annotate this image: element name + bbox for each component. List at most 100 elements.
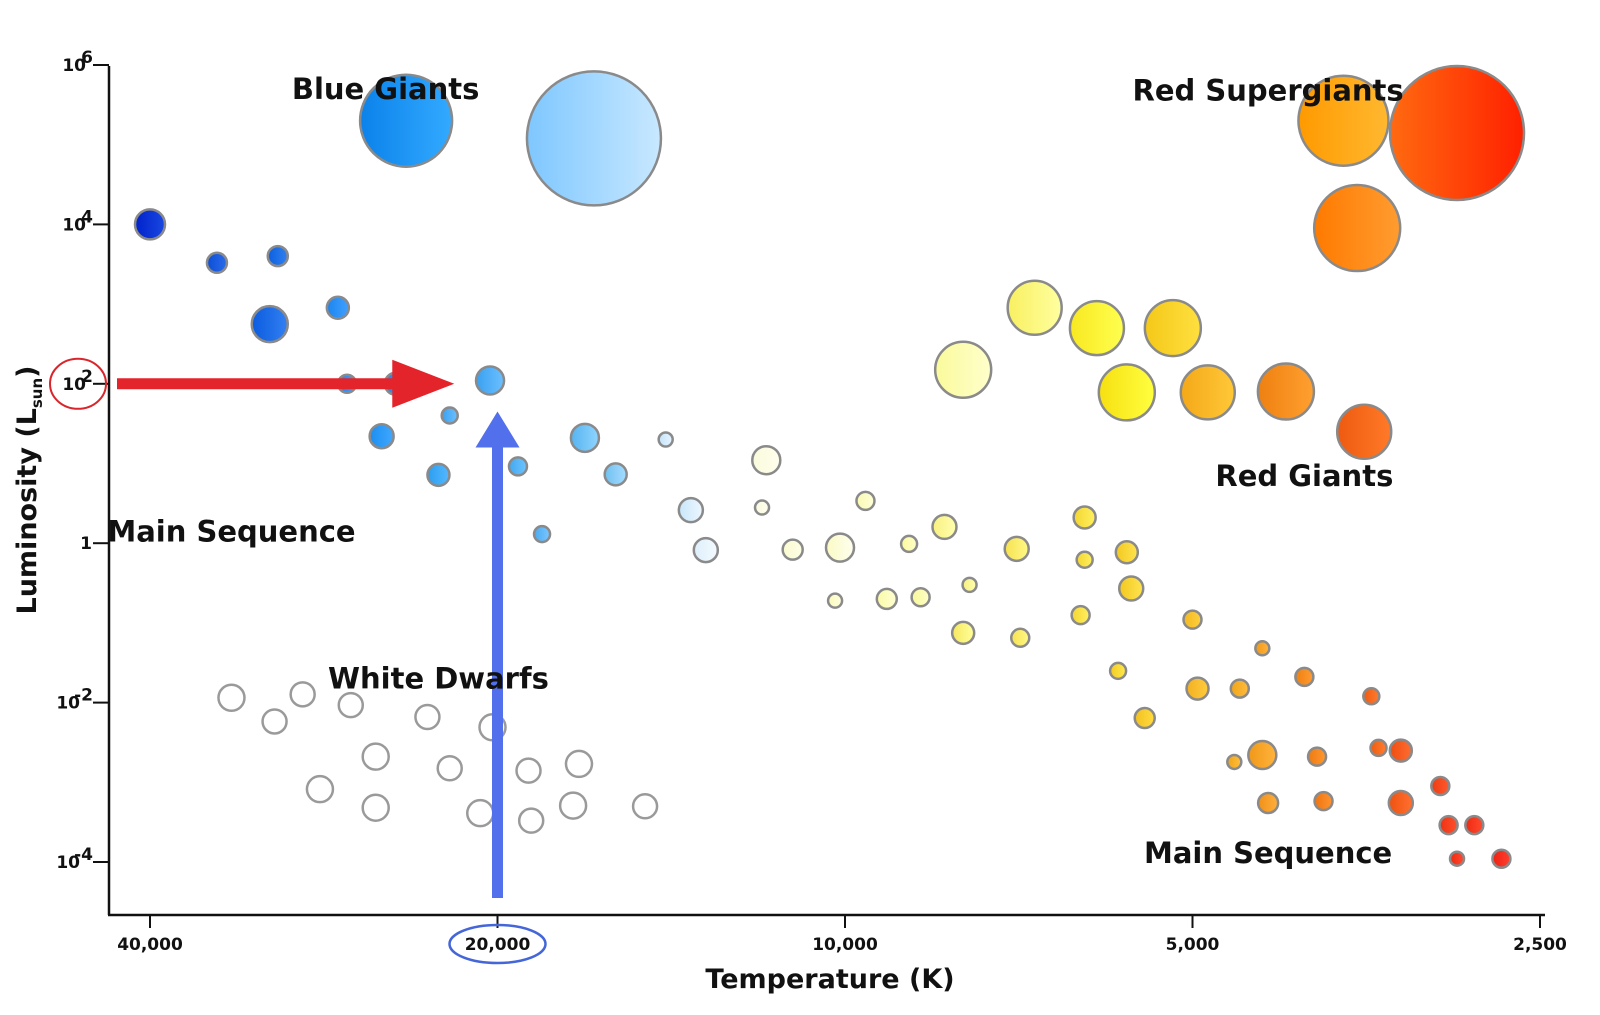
star-point [824,532,856,563]
star-point [1226,753,1243,771]
star-point [910,586,931,608]
white-dwarf-point [564,749,594,779]
star-points [133,64,1526,869]
y-tick-label: 10 [62,215,86,235]
star-point [1430,775,1451,797]
star-point [250,304,290,344]
y-axis-title-main: Luminosity (L [12,408,43,614]
star-point [1185,676,1210,701]
star-point [1009,627,1031,649]
region-label: Main Sequence [107,515,355,549]
y-tick-exponent: -4 [74,845,93,865]
x-tick-label: 2,500 [1513,935,1567,955]
star-point [826,592,844,609]
star-point [753,499,771,516]
y-tick-exponent: 6 [81,48,93,68]
x-axis-title: Temperature (K) [705,964,954,995]
star-point [1369,738,1388,758]
star-point [1297,74,1390,167]
star-point [1387,789,1415,817]
star-point [1097,363,1157,422]
star-point [692,536,720,564]
star-point [933,340,993,400]
star-point [532,524,552,544]
star-point [1256,362,1316,421]
region-label: White Dwarfs [328,662,549,696]
star-point [1335,403,1393,461]
star-point [1229,678,1251,699]
star-point [1006,279,1063,336]
star-point [1068,299,1126,357]
white-dwarf-points [217,681,659,834]
y-tick-exponent: 4 [81,207,93,227]
star-point [677,496,705,524]
star-point [525,70,663,207]
star-point [603,462,628,487]
star-point [1114,539,1140,565]
star-point [325,295,351,320]
axes [107,66,1545,917]
star-point [961,576,978,594]
red-highlight-ring [49,357,107,410]
y-tick-label: 10 [56,694,80,714]
white-dwarf-point [361,793,390,822]
region-label: Red Supergiants [1133,73,1404,107]
star-point [1003,535,1030,563]
star-point [1464,814,1485,836]
white-dwarf-point [361,742,390,771]
white-dwarf-point [631,793,659,820]
star-point [1306,746,1328,767]
star-point [1247,739,1278,771]
x-tick-label: 40,000 [117,935,183,955]
y-tick-label: 1 [80,534,92,554]
y-tick-exponent: 2 [81,367,93,387]
star-point [358,73,454,168]
star-point [440,406,459,425]
blue-arrow-head [475,411,520,448]
star-point [507,456,529,477]
white-dwarf-point [261,708,288,735]
red-arrow-head [392,359,455,408]
y-tick-exponent: -2 [74,686,93,706]
white-dwarf-point [289,681,316,708]
y-tick-label: 10 [62,56,86,76]
star-point [1388,64,1526,202]
star-point [1072,505,1097,530]
star-point [899,534,919,554]
star-point [931,513,958,541]
star-point [133,208,167,241]
annotation-arrows [49,357,547,965]
star-point [1108,661,1128,681]
star-point [875,587,899,611]
white-dwarf-point [517,807,545,834]
star-point [855,490,876,512]
star-point [1448,850,1466,867]
star-point [1388,738,1414,763]
region-label: Blue Giants [292,72,480,106]
star-point [1256,791,1280,815]
x-ticks: 40,000 20,000 10,000 5,000 2,500 [117,915,1567,955]
star-point [1491,848,1512,869]
y-tick-label: 10 [62,375,86,395]
star-point [1070,604,1091,626]
star-point [1143,298,1203,358]
star-point [1133,706,1156,730]
star-point [1182,609,1203,630]
star-point [569,422,601,454]
white-dwarf-point [466,798,495,828]
x-tick-label: 5,000 [1166,935,1220,955]
star-point [205,251,229,275]
star-point [1179,364,1237,421]
x-tick-label: 20,000 [465,935,531,955]
star-point [266,244,290,268]
white-dwarf-point [414,703,441,731]
star-point [751,444,782,476]
star-point [1312,183,1402,273]
star-point [950,620,976,646]
white-dwarf-point [515,757,542,784]
x-tick-label: 10,000 [812,935,878,955]
y-tick-label: 10 [56,853,80,873]
star-point [1254,640,1271,657]
